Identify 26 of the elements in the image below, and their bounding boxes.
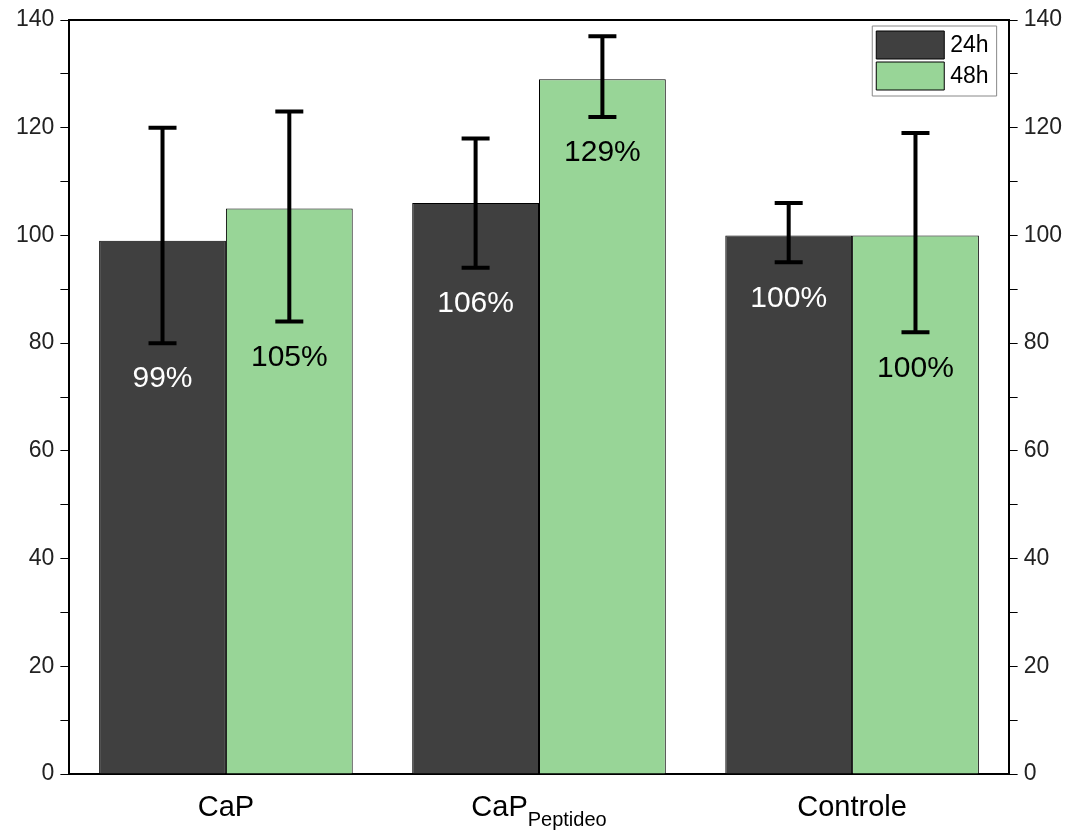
data-label: 99% <box>132 360 193 394</box>
y-tick-label: 60 <box>28 436 55 463</box>
y2-tick-label: 40 <box>1023 543 1050 570</box>
y-tick-label: 20 <box>28 651 55 678</box>
y-tick-label: 0 <box>41 759 55 786</box>
data-label: 100% <box>877 349 954 383</box>
y-tick-label: 40 <box>28 543 55 570</box>
y-tick-label: 80 <box>28 328 55 355</box>
y-tick-label: 100 <box>16 220 55 247</box>
x-tick-label: Controle <box>797 790 907 822</box>
data-label: 129% <box>564 134 641 168</box>
y-tick-label: 140 <box>16 5 55 32</box>
y2-tick-label: 60 <box>1023 436 1050 463</box>
legend-label: 48h <box>950 61 989 88</box>
y2-tick-label: 120 <box>1023 113 1062 140</box>
data-label: 105% <box>250 338 328 372</box>
y2-tick-label: 140 <box>1023 5 1062 32</box>
y2-tick-label: 80 <box>1023 328 1050 355</box>
y2-tick-label: 20 <box>1023 651 1050 678</box>
x-tick-label: CaP <box>197 790 255 822</box>
data-label: 100% <box>750 279 828 313</box>
y2-tick-label: 0 <box>1023 759 1037 786</box>
y2-tick-label: 100 <box>1023 220 1062 247</box>
y-tick-label: 120 <box>16 113 55 140</box>
legend-label: 24h <box>950 30 989 57</box>
data-label: 106% <box>437 285 514 319</box>
